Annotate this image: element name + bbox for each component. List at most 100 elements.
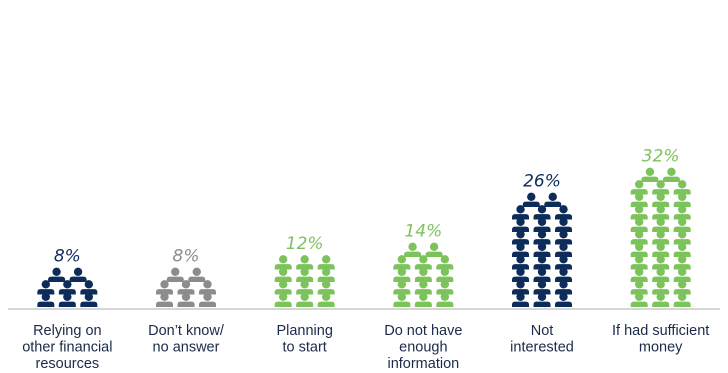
person-figure — [296, 280, 314, 295]
person-figure — [630, 242, 648, 257]
person-figure — [512, 280, 530, 295]
person-figure — [673, 280, 691, 295]
person-figure — [673, 242, 691, 257]
labels-layer: 8% Relying on other financial resources 8% Do… — [22, 147, 709, 372]
person-figure — [188, 267, 206, 282]
person-figure — [652, 192, 670, 207]
person-figure — [641, 167, 659, 182]
person-figure — [436, 267, 454, 282]
person-figure — [199, 292, 217, 307]
value-label-4: 26% — [523, 172, 561, 192]
person-figure — [630, 205, 648, 220]
bar-0 — [37, 267, 98, 307]
category-label-line: information — [387, 356, 459, 372]
person-figure — [69, 267, 87, 282]
person-figure — [512, 255, 530, 270]
person-figure — [414, 267, 432, 282]
category-label-line: Planning — [276, 323, 332, 339]
person-figure — [436, 292, 454, 307]
person-figure — [673, 230, 691, 245]
person-figure — [58, 292, 76, 307]
person-figure — [533, 280, 551, 295]
person-figure — [652, 292, 670, 307]
bar-3 — [393, 242, 454, 307]
person-figure — [274, 267, 292, 282]
person-figure — [533, 255, 551, 270]
value-label-1: 8% — [173, 247, 200, 267]
person-figure — [512, 267, 530, 282]
person-figure — [199, 280, 217, 295]
person-figure — [317, 280, 335, 295]
category-label-4: Not interested — [510, 323, 574, 356]
person-figure — [652, 230, 670, 245]
bars-layer — [37, 167, 691, 307]
person-figure — [544, 192, 562, 207]
person-figure — [522, 192, 540, 207]
person-figure — [533, 205, 551, 220]
person-figure — [436, 280, 454, 295]
person-figure — [317, 267, 335, 282]
value-label-5: 32% — [642, 147, 680, 167]
person-figure — [555, 280, 573, 295]
category-label-line: interested — [510, 340, 574, 356]
bar-2 — [274, 255, 335, 307]
person-figure — [533, 242, 551, 257]
person-figure — [414, 280, 432, 295]
person-figure — [37, 292, 55, 307]
person-figure — [37, 280, 55, 295]
person-figure — [630, 217, 648, 232]
person-figure — [555, 217, 573, 232]
category-label-line: Not — [531, 323, 554, 339]
person-figure — [555, 230, 573, 245]
person-figure — [274, 280, 292, 295]
category-label-line: enough — [399, 340, 447, 356]
person-figure — [673, 217, 691, 232]
person-figure — [662, 167, 680, 182]
person-figure — [533, 230, 551, 245]
person-figure — [393, 280, 411, 295]
person-figure — [630, 292, 648, 307]
person-figure — [296, 292, 314, 307]
person-figure — [156, 292, 174, 307]
person-figure — [533, 292, 551, 307]
category-label-line: to start — [283, 340, 327, 356]
person-figure — [652, 255, 670, 270]
category-label-line: If had sufficient — [612, 323, 709, 339]
person-figure — [436, 255, 454, 270]
category-label-line: other financial — [22, 340, 112, 356]
person-figure — [630, 180, 648, 195]
person-figure — [652, 205, 670, 220]
person-figure — [630, 267, 648, 282]
person-figure — [414, 255, 432, 270]
person-figure — [630, 280, 648, 295]
category-label-0: Relying on other financial resources — [22, 323, 112, 372]
category-label-1: Don’t know/no answer — [148, 323, 225, 356]
person-figure — [393, 255, 411, 270]
person-figure — [296, 255, 314, 270]
person-figure — [177, 280, 195, 295]
person-figure — [555, 205, 573, 220]
person-figure — [404, 242, 422, 257]
person-figure — [393, 267, 411, 282]
value-label-2: 12% — [286, 234, 324, 254]
person-figure — [630, 230, 648, 245]
category-label-line: money — [639, 340, 683, 356]
person-figure — [512, 230, 530, 245]
person-figure — [512, 217, 530, 232]
category-label-line: Do not have — [384, 323, 462, 339]
person-figure — [425, 242, 443, 257]
value-label-0: 8% — [54, 247, 81, 267]
person-figure — [533, 267, 551, 282]
person-figure — [673, 292, 691, 307]
category-label-line: Relying on — [33, 323, 102, 339]
person-figure — [58, 280, 76, 295]
category-label-2: Planning to start — [276, 323, 332, 356]
bar-1 — [156, 267, 217, 307]
person-figure — [80, 280, 98, 295]
person-figure — [414, 292, 432, 307]
person-figure — [555, 267, 573, 282]
person-figure — [317, 292, 335, 307]
person-figure — [274, 292, 292, 307]
person-figure — [48, 267, 66, 282]
